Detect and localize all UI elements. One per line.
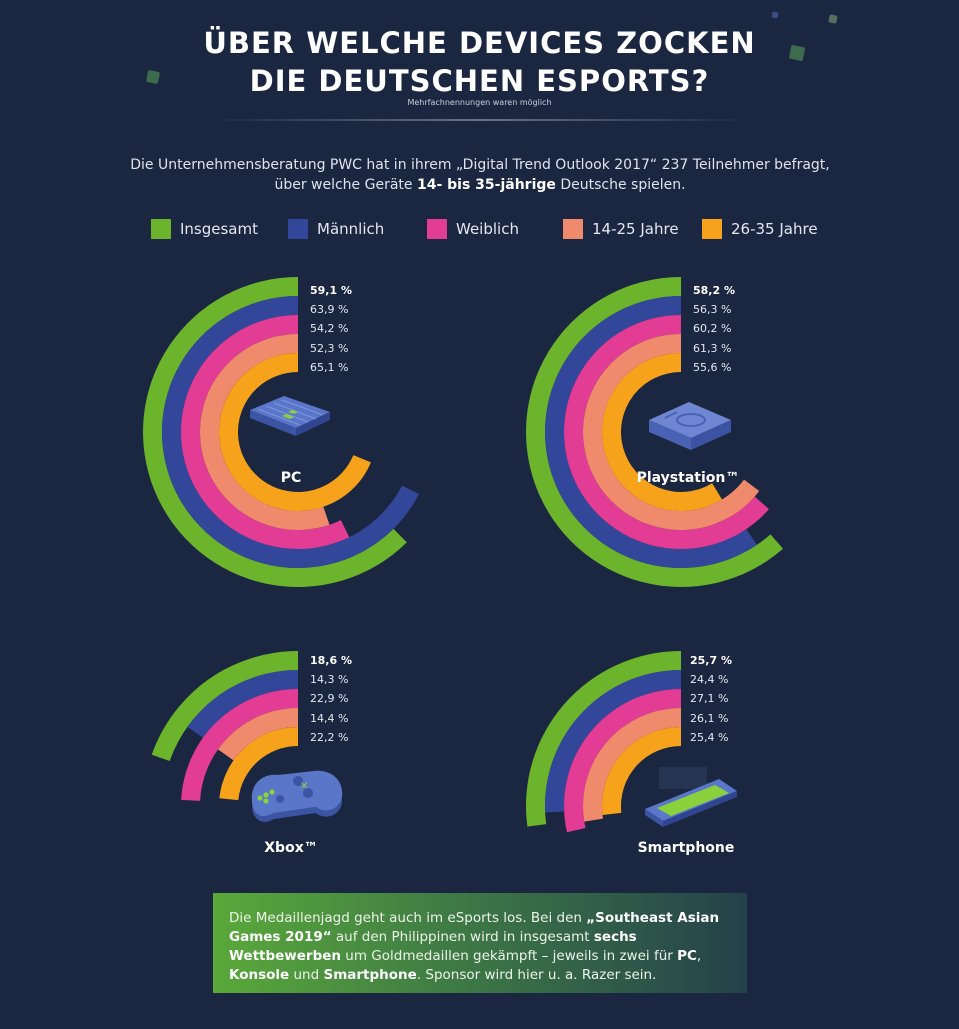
pc-arc-insgesamt xyxy=(143,277,407,587)
legend-label: Männlich xyxy=(317,220,385,238)
legend-item-26-35: 26-35 Jahre xyxy=(702,219,818,239)
info-bold-pc: PC xyxy=(677,948,697,964)
playstation-arc-insgesamt xyxy=(526,277,784,587)
arcs-layer xyxy=(143,277,784,833)
legend-item-weiblich: Weiblich xyxy=(427,219,519,239)
xbox-arc-maennlich xyxy=(187,670,298,738)
ps-value-maennlich: 56,3 % xyxy=(693,303,732,316)
intro-line-1: Die Unternehmensberatung PWC hat in ihre… xyxy=(130,157,830,173)
svg-text:✕: ✕ xyxy=(300,781,308,792)
intro-line-2: über welche Geräte 14- bis 35-jährige De… xyxy=(80,175,880,195)
xbox-value-weiblich: 22,9 % xyxy=(310,692,349,705)
legend-swatch xyxy=(702,219,722,239)
smartphone-arc-14-25 xyxy=(583,708,681,822)
legend-swatch xyxy=(288,219,308,239)
xbox-value-maennlich: 14,3 % xyxy=(310,673,349,686)
ps-value-weiblich: 60,2 % xyxy=(693,322,732,335)
playstation-arc-26-35 xyxy=(602,353,723,512)
info-bold-competitions: sechs Wettbewerben xyxy=(229,929,637,964)
playstation-arc-maennlich xyxy=(545,296,757,569)
info-text: Die Medaillenjagd geht auch im eSports l… xyxy=(229,910,587,926)
info-bold-smartphone: Smartphone xyxy=(323,967,417,983)
pc-value-14-25: 52,3 % xyxy=(310,342,349,355)
ps-value-insgesamt: 58,2 % xyxy=(693,284,735,297)
legend-swatch xyxy=(427,219,447,239)
smartphone-value-26-35: 25,4 % xyxy=(690,731,729,744)
smartphone-arc-insgesamt xyxy=(526,651,681,827)
smartphone-arc-weiblich xyxy=(563,689,681,833)
ps-value-14-25: 61,3 % xyxy=(693,342,732,355)
pc-label: PC xyxy=(280,470,302,486)
xbox-label: Xbox™ xyxy=(264,840,318,856)
divider xyxy=(210,119,750,121)
legend-label: Weiblich xyxy=(456,220,519,238)
xbox-value-insgesamt: 18,6 % xyxy=(310,654,352,667)
title-line-2: DIE DEUTSCHEN ESPORTS? xyxy=(249,64,710,98)
smartphone-value-14-25: 26,1 % xyxy=(690,712,729,725)
intro-age-range: 14- bis 35-jährige xyxy=(416,177,556,193)
legend-swatch xyxy=(563,219,583,239)
legend-item-insgesamt: Insgesamt xyxy=(151,219,258,239)
smartphone-label: Smartphone xyxy=(637,840,735,856)
xbox-arc-26-35 xyxy=(219,727,298,801)
smartphone-arc-26-35 xyxy=(601,727,681,815)
info-text: und xyxy=(289,967,324,983)
xbox-arc-insgesamt xyxy=(151,651,298,762)
smartphone-value-weiblich: 27,1 % xyxy=(690,692,729,705)
legend-item-14-25: 14-25 Jahre xyxy=(563,219,679,239)
info-bold-konsole: Konsole xyxy=(229,967,290,983)
legend-item-maennlich: Männlich xyxy=(288,219,384,239)
subtitle: Mehrfachnennungen waren möglich xyxy=(407,98,552,107)
page-title: ÜBER WELCHE DEVICES ZOCKEN DIE DEUTSCHEN… xyxy=(0,24,959,100)
info-text: , xyxy=(696,948,702,964)
ps-value-26-35: 55,6 % xyxy=(693,361,732,374)
smartphone-arc-maennlich xyxy=(544,670,681,813)
playstation-label: Playstation™ xyxy=(636,470,740,486)
intro-line-2-pre: über welche Geräte xyxy=(274,177,417,193)
legend-swatch xyxy=(151,219,171,239)
info-box: Die Medaillenjagd geht auch im eSports l… xyxy=(213,893,747,993)
pc-value-maennlich: 63,9 % xyxy=(310,303,349,316)
pc-arc-14-25 xyxy=(199,334,330,530)
legend-label: Insgesamt xyxy=(180,220,258,238)
keyboard-icon xyxy=(250,396,330,436)
info-text: um Goldmedaillen gekämpft – jeweils in z… xyxy=(341,948,678,964)
pc-value-weiblich: 54,2 % xyxy=(310,322,349,335)
xbox-arc-weiblich xyxy=(181,689,298,801)
playstation-arc-weiblich xyxy=(564,315,769,549)
xbox-controller-icon: ✕ xyxy=(251,770,343,822)
pc-value-insgesamt: 59,1 % xyxy=(310,284,352,297)
playstation-icon xyxy=(649,402,731,450)
pc-value-26-35: 65,1 % xyxy=(310,361,349,374)
smartphone-value-insgesamt: 25,7 % xyxy=(690,654,732,667)
xbox-arc-14-25 xyxy=(217,708,298,761)
pc-arc-weiblich xyxy=(181,315,350,549)
xbox-value-14-25: 14,4 % xyxy=(310,712,349,725)
info-text: . Sponsor wird hier u. a. Razer sein. xyxy=(416,967,657,983)
smartphone-value-maennlich: 24,4 % xyxy=(690,673,729,686)
intro-line-2-post: Deutsche spielen. xyxy=(555,177,686,193)
title-line-1: ÜBER WELCHE DEVICES ZOCKEN xyxy=(203,26,756,60)
info-bold-games: „Southeast Asian Games 2019“ xyxy=(229,910,720,945)
legend-label: 14-25 Jahre xyxy=(592,220,679,238)
legend-label: 26-35 Jahre xyxy=(731,220,818,238)
intro-text: Die Unternehmensberatung PWC hat in ihre… xyxy=(80,155,880,195)
info-text: auf den Philippinen wird in insgesamt xyxy=(331,929,594,945)
xbox-value-26-35: 22,2 % xyxy=(310,731,349,744)
smartphone-icon xyxy=(645,767,737,827)
